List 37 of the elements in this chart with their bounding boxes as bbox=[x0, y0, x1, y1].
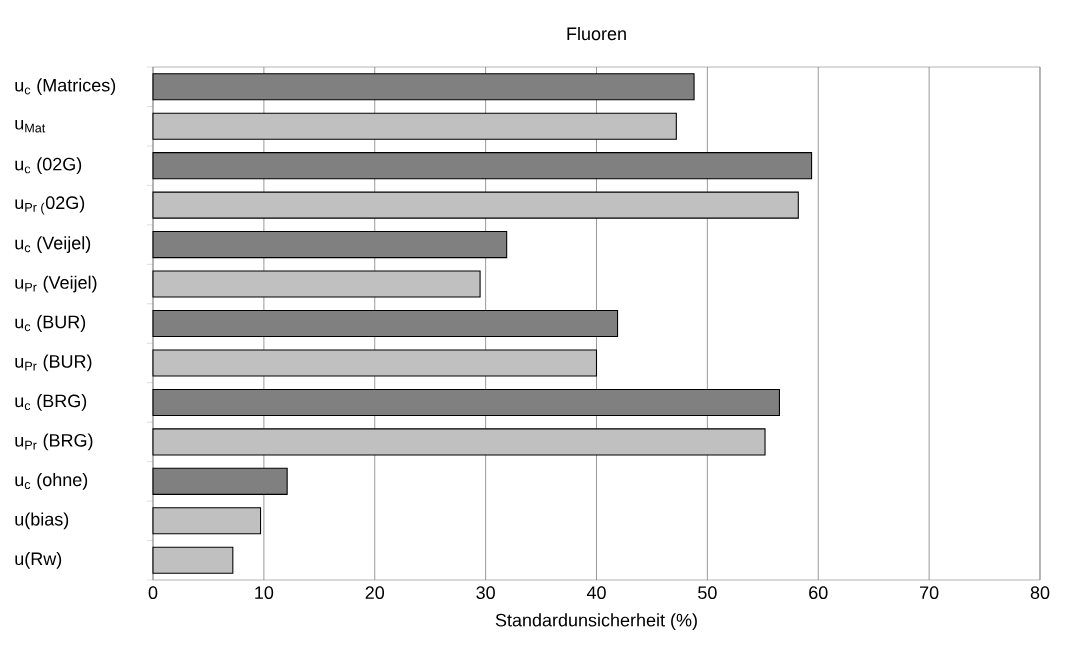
bar bbox=[152, 270, 481, 298]
y-tick-label: u$_{c}$ (Matrices) bbox=[15, 78, 116, 96]
x-tick-label: 0 bbox=[148, 586, 158, 600]
y-tick-label: u$_{Pr}$ (BRG) bbox=[15, 433, 93, 451]
chart-title: Fluoren bbox=[567, 26, 626, 41]
y-tick-label: u$_{Pr (}$02G) bbox=[15, 195, 85, 215]
bar bbox=[152, 152, 813, 180]
bar bbox=[152, 388, 780, 416]
y-tick-label: u(Rw) bbox=[15, 551, 62, 569]
y-tick-label: u$_{Pr}$ (Veijel) bbox=[15, 275, 97, 293]
x-tick-label: 50 bbox=[698, 586, 717, 600]
x-tick-label: 30 bbox=[476, 586, 495, 600]
bar bbox=[152, 73, 695, 101]
bar bbox=[152, 546, 234, 574]
y-tick-label: u(bias) bbox=[15, 512, 69, 530]
y-tick-label: u$_{c}$ (BUR) bbox=[15, 315, 86, 332]
bar bbox=[152, 428, 766, 456]
x-tick-label: 70 bbox=[920, 586, 939, 600]
x-tick-label: 60 bbox=[809, 586, 828, 600]
bar bbox=[152, 309, 619, 338]
y-tick-label: u$_{Mat}$ bbox=[15, 119, 46, 133]
y-tick-label: u$_{c}$ (BRG) bbox=[15, 394, 87, 411]
y-tick-label: u$_{c}$ (02G) bbox=[15, 157, 82, 175]
bar bbox=[152, 231, 508, 259]
x-tick-label: 80 bbox=[1030, 586, 1050, 600]
bar bbox=[152, 507, 262, 535]
bar bbox=[152, 112, 677, 140]
x-tick-label: 10 bbox=[255, 586, 274, 600]
y-tick-label: u$_{c}$ (Veijel) bbox=[15, 236, 91, 253]
x-tick-label: 40 bbox=[586, 586, 606, 600]
x-tick-label: 20 bbox=[365, 586, 385, 600]
bar bbox=[152, 191, 799, 219]
x-axis-title: Standardunsicherheit (%) bbox=[495, 613, 697, 631]
bar bbox=[152, 349, 598, 377]
y-tick-label: u$_{c}$ (ohne) bbox=[15, 472, 88, 490]
y-tick-label: u$_{Pr}$ (BUR) bbox=[15, 354, 92, 372]
bar bbox=[152, 467, 288, 495]
